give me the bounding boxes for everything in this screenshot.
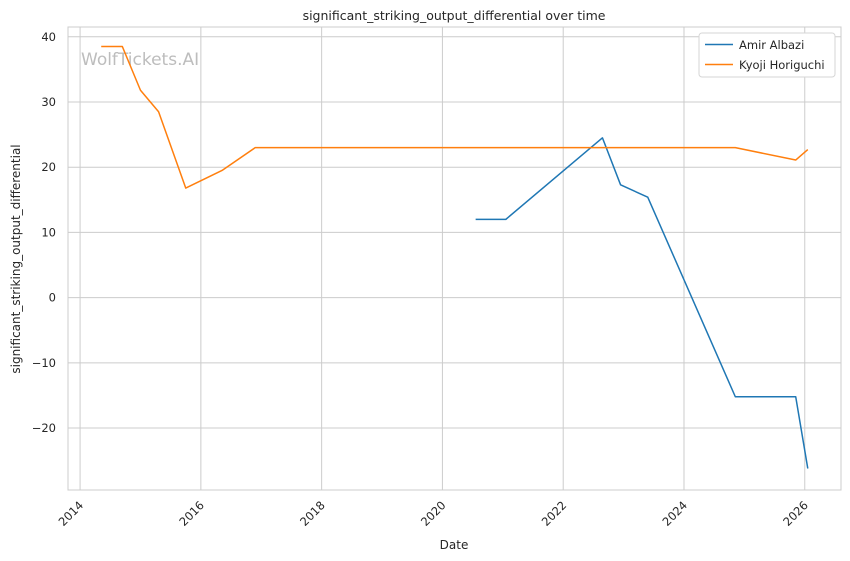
x-axis-ticks: 2014 2016 2018 2020 2022 2024 2026 xyxy=(56,498,811,529)
legend: Amir Albazi Kyoji Horiguchi xyxy=(698,32,836,78)
y-tick-label: 40 xyxy=(41,30,56,44)
x-axis-label: Date xyxy=(440,538,469,552)
series-line-kyoji-horiguchi xyxy=(101,45,809,189)
series-layer xyxy=(101,45,809,469)
y-tick-label: 30 xyxy=(41,95,56,109)
y-tick-label: 20 xyxy=(41,160,56,174)
series-line-amir-albazi xyxy=(475,137,809,469)
x-tick-label: 2022 xyxy=(539,498,570,529)
x-tick-label: 2020 xyxy=(418,498,449,529)
y-tick-label: −20 xyxy=(32,421,56,435)
y-tick-label: 10 xyxy=(41,225,56,239)
x-tick-label: 2024 xyxy=(660,498,691,529)
legend-label-kyoji-horiguchi: Kyoji Horiguchi xyxy=(739,58,825,72)
x-tick-label: 2026 xyxy=(780,498,811,529)
legend-label-amir-albazi: Amir Albazi xyxy=(739,38,804,52)
watermark-text: WolfTickets.AI xyxy=(81,50,199,70)
y-axis-label: significant_striking_output_differential xyxy=(9,144,23,373)
chart-title: significant_striking_output_differential… xyxy=(303,8,606,23)
plot-background xyxy=(67,26,842,491)
y-tick-label: 0 xyxy=(49,291,56,305)
y-tick-label: −10 xyxy=(32,356,56,370)
x-tick-label: 2016 xyxy=(176,498,207,529)
y-axis-ticks: −20 −10 0 10 20 30 40 xyxy=(32,30,56,435)
x-tick-label: 2014 xyxy=(56,498,87,529)
x-tick-label: 2018 xyxy=(297,498,328,529)
